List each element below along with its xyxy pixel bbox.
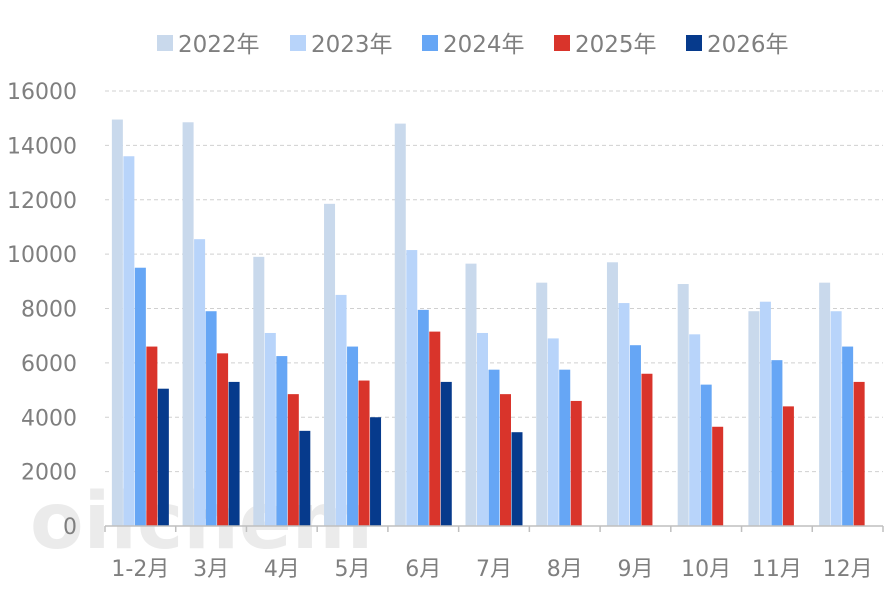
bar-2024年-11月 (771, 360, 783, 526)
legend-swatch (554, 35, 570, 51)
bar-2025年-6月 (429, 331, 441, 526)
bar-2024年-10月 (700, 384, 712, 526)
y-tick-label: 10000 (7, 243, 77, 268)
bar-2026年-4月 (299, 430, 311, 526)
bar-2023年-5月 (335, 294, 347, 526)
y-tick-label: 16000 (7, 80, 77, 105)
bar-2025年-1-2月 (146, 346, 158, 526)
bar-2025年-3月 (217, 353, 229, 526)
legend-swatch (422, 35, 438, 51)
legend-label: 2026年 (707, 32, 789, 58)
x-tick-label: 8月 (547, 557, 583, 582)
bar-2024年-12月 (842, 346, 854, 526)
y-tick-label: 14000 (7, 134, 77, 159)
bar-2023年-7月 (477, 332, 488, 526)
x-tick-label: 12月 (823, 557, 873, 582)
bar-2025年-12月 (853, 381, 865, 526)
bar-2025年-4月 (287, 394, 299, 526)
y-tick-label: 0 (63, 515, 77, 540)
bar-2024年-9月 (629, 345, 641, 526)
x-tick-label: 3月 (193, 557, 229, 582)
x-tick-label: 7月 (476, 557, 512, 582)
bar-2023年-8月 (547, 338, 559, 526)
legend-label: 2023年 (311, 32, 393, 58)
bar-2023年-12月 (830, 311, 842, 526)
bar-2022年-5月 (324, 203, 336, 526)
bar-2026年-6月 (440, 381, 452, 526)
bar-2022年-12月 (819, 282, 831, 526)
bar-2022年-7月 (465, 263, 477, 526)
bar-2025年-7月 (500, 394, 511, 526)
bar-2022年-10月 (677, 284, 689, 526)
bar-2024年-4月 (276, 356, 288, 526)
bar-2024年-8月 (559, 369, 571, 526)
y-tick-label: 12000 (7, 189, 77, 214)
bar-2022年-9月 (606, 262, 618, 526)
bar-2022年-6月 (394, 123, 406, 526)
bar-2024年-1-2月 (134, 267, 146, 526)
bar-2022年-8月 (536, 282, 548, 526)
x-tick-label: 1-2月 (111, 557, 169, 582)
bar-2026年-3月 (228, 381, 240, 526)
bar-2026年-1-2月 (157, 388, 169, 526)
legend: 2022年 2023年 2024年 2025年 2026年 (157, 32, 789, 58)
x-tick-label: 6月 (405, 557, 441, 582)
x-tick-label: 10月 (681, 557, 731, 582)
bar-2024年-7月 (488, 369, 500, 526)
bar-2024年-6月 (417, 309, 429, 526)
legend-swatch (686, 35, 702, 51)
x-tick-label: 4月 (264, 557, 300, 582)
bar-2023年-1-2月 (123, 156, 135, 526)
bar-2026年-5月 (370, 417, 382, 526)
legend-label: 2025年 (575, 32, 657, 58)
bar-2025年-9月 (641, 373, 653, 526)
x-axis: 1-2月 3月 4月 5月 6月 7月 8月 9月 10月 11月 12月 (104, 525, 884, 582)
y-axis: 0 2000 4000 6000 8000 10000 12000 14000 16000 (7, 80, 77, 540)
bar-2024年-3月 (205, 311, 217, 526)
bar-2025年-5月 (358, 380, 370, 526)
bars (111, 119, 865, 526)
bar-2022年-11月 (748, 311, 760, 526)
legend-swatch (157, 35, 173, 51)
y-tick-label: 2000 (21, 461, 77, 486)
legend-label: 2024年 (443, 32, 525, 58)
bar-2023年-10月 (689, 334, 701, 526)
legend-swatch (290, 35, 306, 51)
bar-2023年-11月 (759, 301, 771, 526)
x-tick-label: 5月 (335, 557, 371, 582)
bar-2025年-10月 (712, 426, 724, 526)
bar-2023年-6月 (406, 250, 418, 526)
bar-2025年-8月 (570, 400, 582, 526)
y-tick-label: 6000 (21, 352, 77, 377)
y-tick-label: 8000 (21, 298, 77, 323)
x-tick-label: 11月 (752, 557, 802, 582)
x-tick-label: 9月 (617, 557, 653, 582)
bar-2024年-5月 (347, 346, 359, 526)
legend-label: 2022年 (178, 32, 260, 58)
bar-2022年-1-2月 (111, 119, 123, 526)
bar-2023年-4月 (264, 332, 276, 526)
bar-2025年-11月 (782, 406, 794, 526)
y-tick-label: 4000 (21, 406, 77, 431)
bar-2023年-3月 (194, 239, 206, 526)
bar-2026年-7月 (511, 432, 523, 526)
bar-2022年-3月 (182, 122, 194, 526)
bar-2022年-4月 (253, 256, 265, 526)
bar-2023年-9月 (618, 303, 630, 526)
